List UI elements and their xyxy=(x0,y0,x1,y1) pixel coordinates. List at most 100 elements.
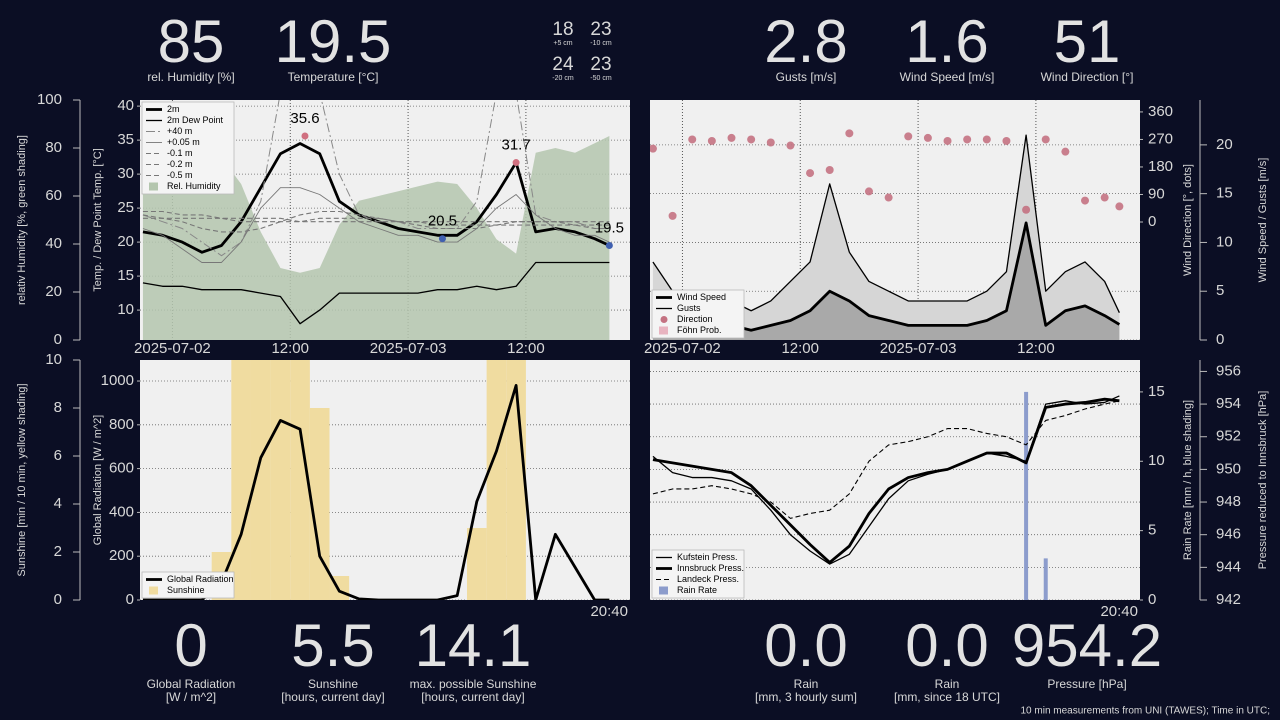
line xyxy=(142,261,610,325)
annotation-label: 31.7 xyxy=(501,137,530,154)
y2-tick-label: 20 xyxy=(117,233,134,250)
metric-label: Sunshine xyxy=(308,677,358,691)
y2-tick-label: 270 xyxy=(1148,130,1173,147)
line xyxy=(142,100,610,257)
legend-swatch xyxy=(659,326,668,335)
legend-label: -0.1 m xyxy=(167,148,193,158)
y-tick-label: 948 xyxy=(1216,493,1241,510)
y2-axis-title: Global Radiation [W / m^2] xyxy=(92,415,104,546)
legend-label: Innsbruck Press. xyxy=(677,563,744,573)
legend-swatch xyxy=(659,586,668,595)
dot xyxy=(1100,193,1109,202)
y2-tick-label: 10 xyxy=(117,301,134,318)
metric-value: 51 xyxy=(1054,8,1121,75)
line xyxy=(142,210,610,226)
metric-value: 0 xyxy=(174,612,207,679)
line xyxy=(142,217,610,223)
y2-tick-label: 0 xyxy=(1148,591,1156,608)
dot xyxy=(963,135,972,144)
dot xyxy=(864,187,873,196)
y2-axis-title: Temp. / Dew Point Temp. [°C] xyxy=(92,148,104,292)
y2-tick-label: 10 xyxy=(1148,452,1165,469)
x-tick-label: 12:00 xyxy=(507,340,545,357)
legend-label: Föhn Prob. xyxy=(677,325,722,335)
legend-label: +0.05 m xyxy=(167,137,200,147)
y2-tick-label: 180 xyxy=(1148,158,1173,175)
y-tick-label: 20 xyxy=(1216,136,1233,153)
soil-temp-depth: -20 cm xyxy=(552,75,574,82)
legend-label: Rain Rate xyxy=(677,585,717,595)
legend-label: +40 m xyxy=(167,126,192,136)
dot xyxy=(923,133,932,142)
legend-label: 2m Dew Point xyxy=(167,115,224,125)
dot xyxy=(668,211,677,220)
y-tick-label: 0 xyxy=(54,591,62,608)
soil-temp-depth: -50 cm xyxy=(590,75,612,82)
metric-label: Rain xyxy=(935,677,960,691)
legend-swatch xyxy=(149,586,158,595)
plot-layer xyxy=(650,371,1140,600)
bar xyxy=(486,360,507,600)
y-tick-label: 0 xyxy=(54,331,62,348)
dot xyxy=(1022,205,1031,214)
soil-temp-value: 23 xyxy=(590,19,611,40)
y2-tick-label: 40 xyxy=(117,97,134,114)
metric-value: 19.5 xyxy=(275,8,392,75)
y2-axis-title: Wind Direction [°, dots] xyxy=(1182,164,1194,276)
y2-tick-label: 200 xyxy=(109,547,134,564)
dot xyxy=(650,144,657,153)
y-tick-label: 944 xyxy=(1216,558,1241,575)
time-label: 20:40 xyxy=(1100,603,1138,620)
metric-label: Pressure [hPa] xyxy=(1047,677,1126,691)
x-tick-label: 12:00 xyxy=(271,340,309,357)
legend-label: Direction xyxy=(677,314,713,324)
y-tick-label: 20 xyxy=(45,283,62,300)
legend-label: Landeck Press. xyxy=(677,574,739,584)
metric-value: 1.6 xyxy=(905,8,988,75)
soil-temp-depth: -10 cm xyxy=(590,40,612,47)
y-tick-label: 15 xyxy=(1216,185,1233,202)
y2-tick-label: 1000 xyxy=(101,372,134,389)
dot xyxy=(806,169,815,178)
metric-value: 85 xyxy=(158,8,225,75)
y-axis-title: Pressure reduced to Innsbruck [hPa] xyxy=(1257,391,1269,570)
y2-tick-label: 400 xyxy=(109,503,134,520)
dot xyxy=(786,141,795,150)
line xyxy=(142,187,610,263)
metric-label: Wind Speed [m/s] xyxy=(900,70,995,84)
dot xyxy=(707,136,716,145)
y-tick-label: 942 xyxy=(1216,591,1241,608)
annotation-label: 19.5 xyxy=(595,219,624,236)
metric-value: 0.0 xyxy=(905,612,988,679)
y2-tick-label: 0 xyxy=(1148,213,1156,230)
y-axis-title: Wind Speed / Gusts [m/s] xyxy=(1257,158,1269,283)
y2-tick-label: 90 xyxy=(1148,185,1165,202)
metric-label: rel. Humidity [%] xyxy=(147,70,234,84)
metric-value: 2.8 xyxy=(764,8,847,75)
area-fill xyxy=(652,135,1120,340)
metric-label: [mm, 3 hourly sum] xyxy=(755,690,857,704)
bar xyxy=(231,360,251,600)
metric-label: Temperature [°C] xyxy=(288,70,379,84)
y-tick-label: 2 xyxy=(54,543,62,560)
y-tick-label: 954 xyxy=(1216,395,1241,412)
annotation-marker xyxy=(605,241,613,249)
dot xyxy=(727,133,736,142)
y-tick-label: 10 xyxy=(45,351,62,368)
dot xyxy=(845,129,854,138)
y-axis-title: Sunshine [min / 10 min, yellow shading] xyxy=(16,383,28,576)
y2-tick-label: 360 xyxy=(1148,103,1173,120)
metric-label: [hours, current day] xyxy=(421,690,524,704)
metric-label: Wind Direction [°] xyxy=(1041,70,1134,84)
dot xyxy=(904,132,913,141)
metric-label: Gusts [m/s] xyxy=(776,70,837,84)
annotation-label: 20.5 xyxy=(428,213,457,230)
legend-label: -0.2 m xyxy=(167,159,193,169)
dot xyxy=(747,135,756,144)
metric-label: [mm, since 18 UTC] xyxy=(894,690,1000,704)
bar xyxy=(1043,558,1048,600)
bar xyxy=(309,408,330,600)
y-tick-label: 80 xyxy=(45,139,62,156)
y2-tick-label: 35 xyxy=(117,131,134,148)
